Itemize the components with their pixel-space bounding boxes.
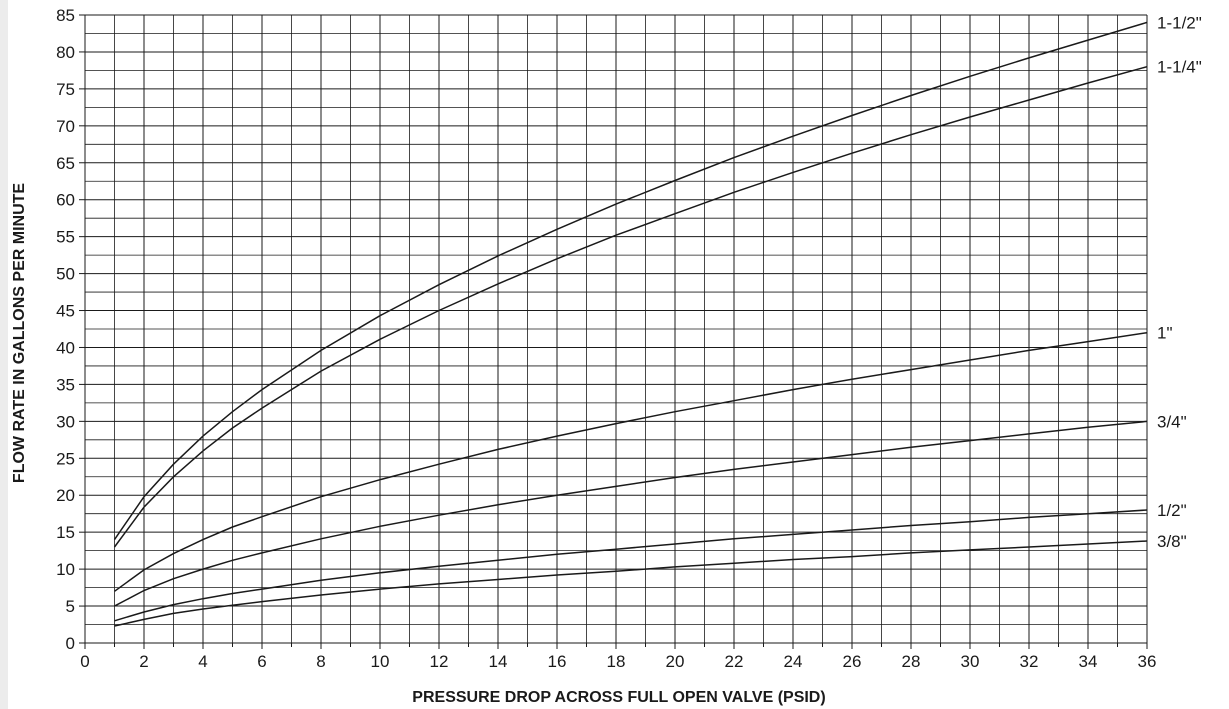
x-tick-label: 28 bbox=[902, 652, 921, 671]
y-tick-labels: 0 5 10 15 20 25 30 35 40 45 50 55 60 65 70 75 80 85 bbox=[56, 6, 75, 653]
y-tick-label: 80 bbox=[56, 43, 75, 62]
flow-curves bbox=[113, 21, 1148, 627]
x-tick-labels: 0 2 4 6 8 10 12 14 16 18 20 22 24 26 28 30 32 34 36 bbox=[80, 652, 1156, 671]
y-tick-label: 0 bbox=[66, 634, 75, 653]
series-label: 3/8" bbox=[1157, 532, 1187, 551]
x-axis-title: PRESSURE DROP ACROSS FULL OPEN VALVE (PS… bbox=[412, 689, 825, 706]
y-tick-label: 85 bbox=[56, 6, 75, 25]
y-tick-label: 25 bbox=[56, 449, 75, 468]
y-tick-label: 70 bbox=[56, 117, 75, 136]
x-tick-label: 2 bbox=[139, 652, 148, 671]
x-tick-label: 36 bbox=[1138, 652, 1157, 671]
x-tick-label: 20 bbox=[666, 652, 685, 671]
y-tick-label: 10 bbox=[56, 560, 75, 579]
y-tick-label: 40 bbox=[56, 338, 75, 357]
x-tick-label: 8 bbox=[316, 652, 325, 671]
y-tick-label: 30 bbox=[56, 412, 75, 431]
y-tick-label: 75 bbox=[56, 80, 75, 99]
x-tick-label: 4 bbox=[198, 652, 207, 671]
x-tick-label: 32 bbox=[1020, 652, 1039, 671]
series-label: 1-1/4" bbox=[1157, 58, 1202, 77]
series-label: 3/4" bbox=[1157, 412, 1187, 431]
series-line bbox=[114, 509, 1148, 622]
x-tick-label: 6 bbox=[257, 652, 266, 671]
x-tick-label: 22 bbox=[725, 652, 744, 671]
series-line bbox=[114, 540, 1148, 627]
y-tick-label: 50 bbox=[56, 265, 75, 284]
series-line bbox=[113, 65, 1148, 548]
y-tick-label: 15 bbox=[56, 523, 75, 542]
y-tick-label: 35 bbox=[56, 375, 75, 394]
series-line bbox=[113, 21, 1148, 541]
y-tick-label: 5 bbox=[66, 597, 75, 616]
y-tick-label: 20 bbox=[56, 486, 75, 505]
y-tick-label: 60 bbox=[56, 191, 75, 210]
x-tick-label: 10 bbox=[371, 652, 390, 671]
x-tick-label: 0 bbox=[80, 652, 89, 671]
series-line bbox=[114, 331, 1148, 592]
x-tick-label: 12 bbox=[430, 652, 449, 671]
x-tick-label: 30 bbox=[961, 652, 980, 671]
series-label: 1/2" bbox=[1157, 501, 1187, 520]
series-label: 1" bbox=[1157, 324, 1173, 343]
y-tick-label: 55 bbox=[56, 228, 75, 247]
x-tick-label: 34 bbox=[1079, 652, 1098, 671]
series-label: 1-1/2" bbox=[1157, 13, 1202, 32]
x-tick-label: 18 bbox=[607, 652, 626, 671]
x-tick-label: 16 bbox=[548, 652, 567, 671]
x-tick-label: 24 bbox=[784, 652, 803, 671]
series-labels: 1-1/2" 1-1/4" 1" 3/4" 1/2" 3/8" bbox=[1157, 13, 1202, 551]
series-line bbox=[114, 420, 1148, 607]
y-tick-label: 45 bbox=[56, 302, 75, 321]
y-tick-label: 65 bbox=[56, 154, 75, 173]
y-axis-title: FLOW RATE IN GALLONS PER MINUTE bbox=[11, 183, 28, 483]
x-tick-label: 14 bbox=[489, 652, 508, 671]
x-tick-label: 26 bbox=[843, 652, 862, 671]
left-edge-strip bbox=[0, 0, 8, 709]
major-grid bbox=[79, 14, 1148, 649]
